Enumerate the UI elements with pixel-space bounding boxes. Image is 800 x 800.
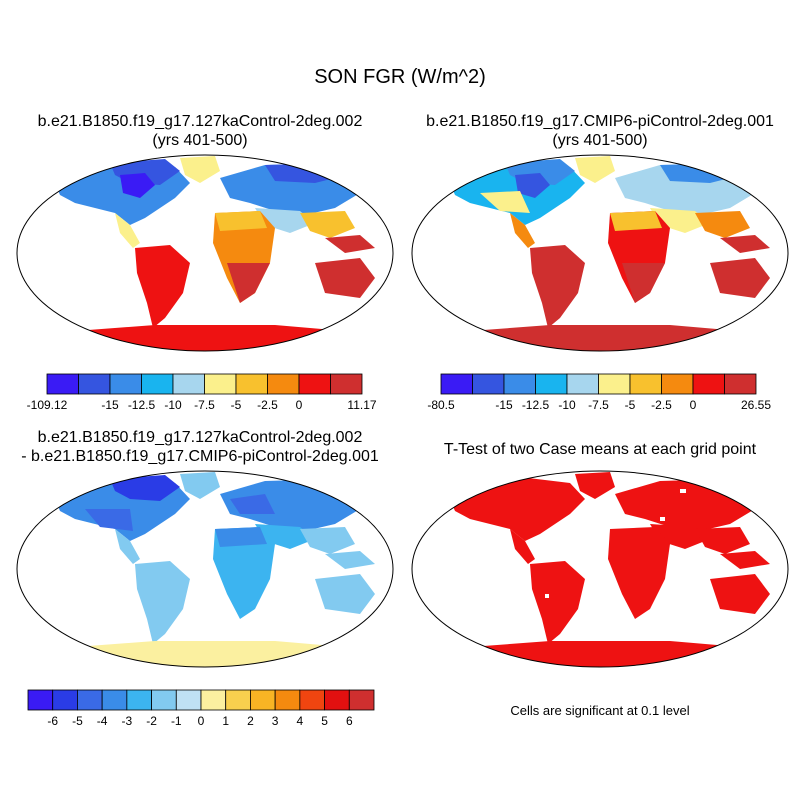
colorbar-box <box>629 373 662 395</box>
colorbar-box <box>101 689 128 711</box>
colorbar-tick-label: -10 <box>164 398 182 412</box>
panel-case1-title-line1: b.e21.B1850.f19_g17.127kaControl-2deg.00… <box>37 113 363 130</box>
land-siberia <box>265 163 355 183</box>
colorbar-tick-label: -7.5 <box>588 398 609 412</box>
panel-case2-title: b.e21.B1850.f19_g17.CMIP6-piControl-2deg… <box>400 112 800 150</box>
land-sahara <box>215 211 267 231</box>
colorbar-box <box>724 373 757 395</box>
land-middle-east <box>255 208 315 233</box>
colorbar-tick-label: 2 <box>247 714 254 728</box>
colorbar-box <box>503 373 536 395</box>
land-indonesia <box>325 235 375 253</box>
colorbar-tick-label: 26.55 <box>741 398 771 412</box>
colorbar-tick-label: -5 <box>625 398 636 412</box>
colorbar-case2: -80.5 -15 -12.5 -10 -7.5 -5 -2.5 0 26.55 <box>427 373 771 412</box>
colorbar-box <box>472 373 505 395</box>
colorbar-tick-label: -5 <box>72 714 83 728</box>
colorbar-box <box>692 373 725 395</box>
colorbar-tick-label: 3 <box>272 714 279 728</box>
colorbar-box <box>330 373 363 395</box>
colorbar-box <box>46 373 79 395</box>
colorbar-tick-label: 1 <box>222 714 229 728</box>
colorbar-box <box>175 689 202 711</box>
colorbar-box <box>200 689 227 711</box>
panel-case1-title: b.e21.B1850.f19_g17.127kaControl-2deg.00… <box>0 112 400 150</box>
colorbar-box <box>172 373 205 395</box>
colorbar-box <box>52 689 78 711</box>
colorbar-tick-label: 0 <box>296 398 303 412</box>
colorbar-box <box>141 373 174 395</box>
colorbar-box <box>225 689 251 711</box>
colorbar-tick-label: -2 <box>146 714 157 728</box>
colorbar-tick-label: -10 <box>558 398 576 412</box>
land-hudson-region <box>120 173 155 198</box>
colorbar-difference: -6 -5 -4 -3 -2 -1 0 1 2 3 4 5 6 <box>27 689 375 728</box>
colorbar-tick-label: -1 <box>171 714 182 728</box>
colorbar-tick-label: -3 <box>122 714 133 728</box>
map-case2 <box>411 154 789 352</box>
colorbar-box <box>235 373 268 395</box>
colorbar-box <box>78 373 111 395</box>
colorbar-tick-label: -80.5 <box>427 398 455 412</box>
significance-note: Cells are significant at 0.1 level <box>510 703 690 718</box>
colorbar-box <box>598 373 631 395</box>
panel-case1-title-line2: (yrs 401-500) <box>152 132 248 149</box>
colorbar-tick-label: 6 <box>346 714 353 728</box>
colorbar-box <box>250 689 276 711</box>
colorbar-box <box>324 689 350 711</box>
colorbar-box <box>298 373 331 395</box>
land-australia <box>315 258 375 298</box>
colorbar-tick-label: -109.12 <box>27 398 68 412</box>
map-difference <box>16 470 394 668</box>
colorbar-tick-label: -2.5 <box>651 398 672 412</box>
colorbar-tick-label: 4 <box>297 714 304 728</box>
colorbar-tick-label: -7.5 <box>194 398 215 412</box>
colorbar-tick-label: 5 <box>321 714 328 728</box>
colorbar-box <box>348 689 375 711</box>
map-case1 <box>16 154 394 352</box>
colorbar-box <box>267 373 300 395</box>
colorbar-tick-label: -4 <box>97 714 108 728</box>
colorbar-box <box>566 373 599 395</box>
colorbar-box <box>109 373 142 395</box>
colorbar-box <box>204 373 237 395</box>
land-south-america <box>135 245 190 328</box>
colorbar-box <box>274 689 301 711</box>
colorbar-tick-label: -12.5 <box>522 398 550 412</box>
panel-case2-title-line1: b.e21.B1850.f19_g17.CMIP6-piControl-2deg… <box>426 113 774 130</box>
colorbar-tick-label: -5 <box>231 398 242 412</box>
panel-difference-title: b.e21.B1850.f19_g17.127kaControl-2deg.00… <box>0 428 400 466</box>
colorbar-tick-label: -12.5 <box>128 398 156 412</box>
colorbar-box <box>151 689 177 711</box>
colorbar-box <box>77 689 103 711</box>
colorbar-box <box>126 689 152 711</box>
colorbar-box <box>661 373 694 395</box>
panel-case2-title-line2: (yrs 401-500) <box>552 132 648 149</box>
colorbar-tick-label: -15 <box>101 398 119 412</box>
colorbar-tick-label: 0 <box>198 714 205 728</box>
land-greenland <box>180 156 220 183</box>
map-ttest <box>411 470 789 668</box>
colorbar-tick-label: 11.17 <box>347 398 376 412</box>
land-india-seasia <box>300 211 355 238</box>
colorbar-tick-label: -6 <box>47 714 58 728</box>
colorbar-box <box>535 373 568 395</box>
colorbar-tick-label: 0 <box>690 398 697 412</box>
colorbar-case1: -109.12 -15 -12.5 -10 -7.5 -5 -2.5 0 11.17 <box>27 373 377 412</box>
panel-ttest-title: T-Test of two Case means at each grid po… <box>443 441 757 458</box>
colorbar-tick-label: -15 <box>495 398 513 412</box>
land-central-america <box>115 213 140 248</box>
figure-title: SON FGR (W/m^2) <box>314 66 486 88</box>
colorbar-box <box>299 689 325 711</box>
panel-difference-title-line2: - b.e21.B1850.f19_g17.CMIP6-piControl-2d… <box>21 448 379 465</box>
colorbar-box <box>27 689 54 711</box>
land-south-africa <box>227 263 270 303</box>
colorbar-tick-label: -2.5 <box>257 398 278 412</box>
panel-difference-title-line1: b.e21.B1850.f19_g17.127kaControl-2deg.00… <box>37 429 363 446</box>
colorbar-box <box>440 373 473 395</box>
